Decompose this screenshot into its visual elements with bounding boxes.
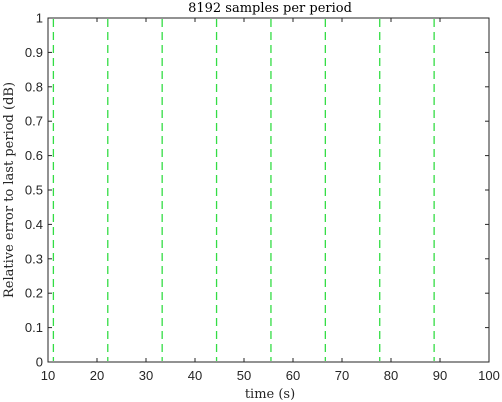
y-tick-label: 0.1 <box>25 320 43 335</box>
y-axis-label: Relative error to last period (dB) <box>2 82 17 298</box>
x-tick-label: 70 <box>335 368 349 383</box>
x-tick-label: 10 <box>41 368 55 383</box>
y-tick-label: 0.9 <box>25 45 43 60</box>
x-tick-label: 40 <box>188 368 202 383</box>
chart-title: 8192 samples per period <box>188 1 352 16</box>
y-tick-label: 0.3 <box>25 251 43 266</box>
plot-area: 10 20 30 40 50 60 70 80 90 100 0 0.1 0.2 0.3 0.4 0.5 0.… <box>25 11 500 384</box>
x-tick-label: 30 <box>139 368 153 383</box>
y-tick-label: 0.2 <box>25 286 43 301</box>
y-tick-label: 0 <box>36 355 43 370</box>
y-tick-label: 0.4 <box>25 217 43 232</box>
x-tick-label: 50 <box>237 368 251 383</box>
x-axis-ticks: 10 20 30 40 50 60 70 80 90 100 <box>41 18 500 383</box>
y-tick-label: 0.8 <box>25 79 43 94</box>
y-tick-label: 0.5 <box>25 183 43 198</box>
y-axis-ticks: 0 0.1 0.2 0.3 0.4 0.5 0.6 0.7 0.8 0.9 1 <box>25 11 489 370</box>
x-tick-label: 80 <box>384 368 398 383</box>
y-tick-label: 0.7 <box>25 114 43 129</box>
x-tick-label: 100 <box>478 368 500 383</box>
vertical-markers <box>52 19 435 361</box>
x-tick-label: 60 <box>286 368 300 383</box>
y-tick-label: 0.6 <box>25 148 43 163</box>
x-tick-label: 90 <box>433 368 447 383</box>
x-axis-label: time (s) <box>245 387 295 402</box>
y-tick-label: 1 <box>36 11 43 26</box>
x-tick-label: 20 <box>90 368 104 383</box>
plot-frame <box>47 17 490 363</box>
